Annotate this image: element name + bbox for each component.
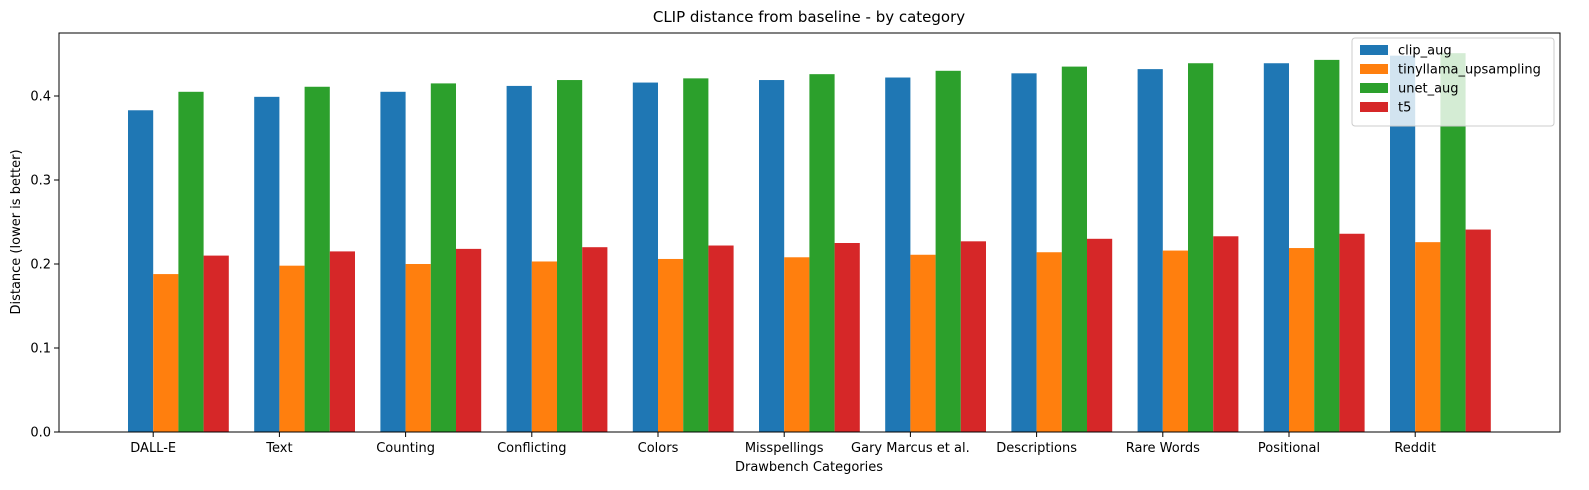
bar-unet_aug-2 <box>430 83 456 433</box>
bar-t5-4 <box>708 245 734 432</box>
legend-label-t5: t5 <box>1398 101 1411 116</box>
legend-swatch-clip_aug <box>1360 45 1388 55</box>
x-tick-label: Text <box>265 441 292 456</box>
y-tick-label: 0.4 <box>30 90 51 105</box>
y-tick-label: 0.0 <box>30 426 51 441</box>
x-axis-ticks: DALL-E Text Counting Conflicting Colors Missp… <box>130 432 1436 456</box>
bar-tinyllama_upsampling-6 <box>910 254 936 432</box>
bar-t5-7 <box>1087 238 1113 432</box>
x-tick-label: Conflicting <box>497 441 566 456</box>
x-tick-label: Counting <box>376 441 435 456</box>
bar-tinyllama_upsampling-0 <box>153 274 179 432</box>
legend-label-unet_aug: unet_aug <box>1398 82 1459 97</box>
legend-label-clip_aug: clip_aug <box>1398 44 1452 59</box>
x-axis-label: Drawbench Categories <box>735 460 883 475</box>
bar-clip_aug-2 <box>380 91 406 433</box>
bar-tinyllama_upsampling-7 <box>1036 252 1062 432</box>
bar-unet_aug-4 <box>683 78 709 433</box>
bar-t5-1 <box>329 251 355 432</box>
plot-area-frame <box>58 32 1561 433</box>
x-tick-label: Descriptions <box>996 441 1077 456</box>
legend-swatch-t5 <box>1360 102 1388 112</box>
bar-clip_aug-9 <box>1263 63 1289 433</box>
x-tick-label: DALL-E <box>130 441 176 456</box>
axes-layer <box>58 32 1561 433</box>
x-tick-label: Reddit <box>1394 441 1436 456</box>
bars-layer <box>128 53 1491 433</box>
bar-t5-5 <box>834 243 860 432</box>
bar-tinyllama_upsampling-2 <box>405 264 431 432</box>
bar-clip_aug-4 <box>632 82 658 432</box>
bar-tinyllama_upsampling-1 <box>279 265 305 432</box>
legend-swatch-unet_aug <box>1360 83 1388 93</box>
bar-t5-3 <box>582 247 608 432</box>
bar-unet_aug-3 <box>557 80 583 432</box>
bar-clip_aug-1 <box>254 96 280 432</box>
bar-clip_aug-6 <box>885 77 911 433</box>
chart-title: CLIP distance from baseline - by categor… <box>653 8 965 26</box>
bar-unet_aug-5 <box>809 74 835 432</box>
x-tick-label: Gary Marcus et al. <box>851 441 970 456</box>
legend-frame <box>1351 37 1555 127</box>
y-axis-label: Distance (lower is better) <box>9 149 24 314</box>
x-tick-label: Colors <box>638 441 679 456</box>
x-tick-label: Positional <box>1258 441 1320 456</box>
bar-tinyllama_upsampling-3 <box>531 261 557 432</box>
bar-t5-8 <box>1213 236 1239 432</box>
bar-tinyllama_upsampling-9 <box>1289 248 1315 432</box>
y-tick-label: 0.3 <box>30 174 51 189</box>
bar-t5-9 <box>1339 233 1365 432</box>
x-tick-label: Rare Words <box>1126 441 1200 456</box>
bar-clip_aug-7 <box>1011 73 1037 432</box>
bar-tinyllama_upsampling-4 <box>658 258 684 432</box>
bar-tinyllama_upsampling-5 <box>784 257 810 432</box>
bar-t5-2 <box>456 248 482 432</box>
bar-t5-10 <box>1465 229 1491 432</box>
bar-unet_aug-7 <box>1061 66 1087 432</box>
bar-clip_aug-3 <box>506 85 532 433</box>
bar-unet_aug-8 <box>1188 63 1214 433</box>
bar-unet_aug-0 <box>178 91 204 433</box>
y-axis-ticks: 0.0 0.1 0.2 0.3 0.4 <box>30 90 59 441</box>
bar-tinyllama_upsampling-10 <box>1415 242 1441 432</box>
legend-swatch-tinyllama_upsampling <box>1360 64 1388 74</box>
legend: clip_aug tinyllama_upsampling unet_aug t5 <box>1351 37 1555 127</box>
bar-clip_aug-5 <box>759 80 785 432</box>
legend-label-tinyllama_upsampling: tinyllama_upsampling <box>1398 63 1541 78</box>
y-tick-label: 0.2 <box>30 258 51 273</box>
bar-unet_aug-9 <box>1314 59 1340 432</box>
bar-t5-0 <box>203 255 229 432</box>
bar-t5-6 <box>960 241 986 432</box>
bar-tinyllama_upsampling-8 <box>1162 250 1188 432</box>
y-tick-label: 0.1 <box>30 342 51 357</box>
bar-clip_aug-0 <box>128 110 154 432</box>
bar-unet_aug-1 <box>304 86 330 432</box>
bar-unet_aug-6 <box>935 70 961 433</box>
x-tick-label: Misspellings <box>745 441 824 456</box>
bar-clip_aug-8 <box>1137 69 1163 433</box>
